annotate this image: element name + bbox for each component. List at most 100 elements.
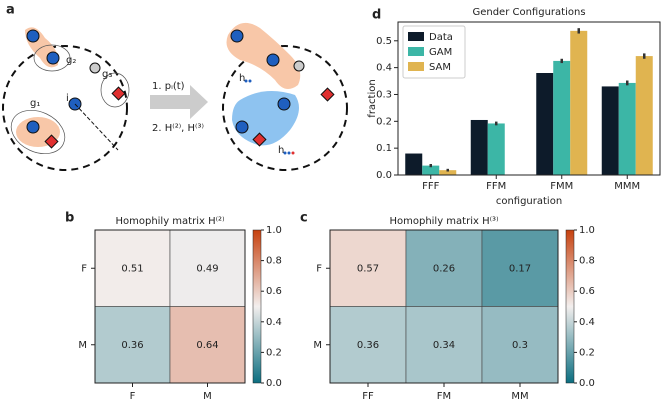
y-tick-label: 0.4 [376, 63, 392, 74]
dot [244, 79, 248, 83]
legend-swatch [408, 47, 424, 56]
node [44, 134, 59, 149]
colorbar-tick-label: 0.4 [579, 317, 595, 328]
cell-label: 0.57 [357, 263, 379, 274]
plot-frame [94, 229, 246, 384]
cell [169, 229, 246, 307]
bar [553, 60, 571, 175]
node [235, 120, 249, 134]
x-tick-label: MM [511, 391, 528, 402]
y-tick-label: 0.0 [376, 170, 392, 181]
x-tick-label: M [203, 391, 212, 402]
node [277, 97, 291, 111]
legend-label: SAM [429, 62, 451, 73]
cell [94, 306, 171, 384]
x-tick-label: FF [362, 391, 374, 402]
colorbar [252, 229, 262, 384]
bar [635, 56, 653, 175]
cell [405, 306, 483, 384]
group-outline [100, 72, 130, 108]
cell [169, 306, 246, 384]
bar [405, 153, 423, 175]
label: g₃ [102, 69, 112, 80]
diagram: a g₁ g₂ g₃ i 1. pᵢ(t) 2. H⁽²⁾, H⁽³⁾ h [2, 3, 348, 171]
cell [481, 229, 559, 307]
cell-label: 0.26 [433, 263, 455, 274]
colorbar-tick-label: 0.0 [266, 378, 282, 389]
cell-label: 0.49 [196, 263, 218, 274]
y-tick-label: 0.2 [376, 116, 392, 127]
cell-label: 0.51 [121, 263, 143, 274]
cell-label: 0.3 [512, 340, 528, 351]
chart-title: Homophily matrix H⁽²⁾ [115, 216, 224, 227]
y-tick-label: M [78, 340, 87, 351]
colorbar-tick-label: 1.0 [579, 225, 595, 236]
arrow [150, 85, 208, 119]
node [111, 86, 126, 101]
colorbar [565, 229, 575, 384]
group-blob [232, 91, 299, 146]
node [266, 53, 280, 67]
panel-label: a [6, 3, 15, 18]
neighborhood [222, 45, 348, 171]
label: i [66, 93, 69, 104]
panel-label: b [65, 211, 74, 226]
x-tick-label: FM [437, 391, 451, 402]
colorbar-tick-label: 0.6 [579, 286, 595, 297]
bar [487, 123, 505, 175]
x-tick-label: F [130, 391, 136, 402]
label: g₂ [66, 55, 76, 66]
step: 1. pᵢ(t) [152, 81, 185, 92]
dot [291, 151, 295, 155]
y-tick-label: F [81, 263, 87, 274]
panel-label: c [300, 211, 308, 226]
label: g₁ [30, 98, 40, 109]
cell-label: 0.34 [433, 340, 455, 351]
x-tick-label: FMM [550, 181, 573, 192]
cell [329, 229, 407, 307]
bar [570, 30, 588, 175]
y-tick-label: 0.5 [376, 36, 392, 47]
dot [287, 151, 291, 155]
y-tick-label: F [316, 263, 322, 274]
node [252, 132, 267, 147]
label: h [278, 145, 284, 156]
chart-title: Gender Configurations [472, 7, 585, 18]
plot-frame [397, 21, 661, 176]
radius [74, 103, 119, 151]
colorbar-tick-label: 0.4 [266, 317, 282, 328]
cell [405, 229, 483, 307]
bar [439, 170, 457, 175]
colorbar-tick-label: 0.0 [579, 378, 595, 389]
colorbar-tick-label: 0.8 [579, 256, 595, 267]
cell-label: 0.64 [196, 340, 218, 351]
y-tick-label: 0.3 [376, 89, 392, 100]
colorbar-tick-label: 0.8 [266, 256, 282, 267]
step: 2. H⁽²⁾, H⁽³⁾ [152, 123, 204, 134]
bar [618, 82, 636, 175]
legend-swatch [408, 62, 424, 71]
x-tick-label: MMM [614, 181, 640, 192]
cell-label: 0.17 [509, 263, 531, 274]
node [89, 62, 101, 74]
x-axis-label: configuration [496, 196, 562, 207]
x-tick-label: FFF [422, 181, 440, 192]
node [293, 60, 305, 72]
y-tick-label: M [313, 340, 322, 351]
node [230, 29, 244, 43]
panel-label: d [372, 8, 381, 23]
cell [481, 306, 559, 384]
cell-label: 0.36 [357, 340, 379, 351]
legend-label: GAM [429, 47, 452, 58]
chart-title: Homophily matrix H⁽³⁾ [389, 216, 498, 227]
bar [536, 73, 554, 175]
node [320, 87, 335, 102]
bar [470, 119, 488, 175]
cell [329, 306, 407, 384]
dot [283, 151, 287, 155]
y-axis-label: fraction [367, 79, 378, 117]
colorbar-tick-label: 1.0 [266, 225, 282, 236]
label: h [239, 73, 245, 84]
colorbar-tick-label: 0.2 [266, 347, 282, 358]
